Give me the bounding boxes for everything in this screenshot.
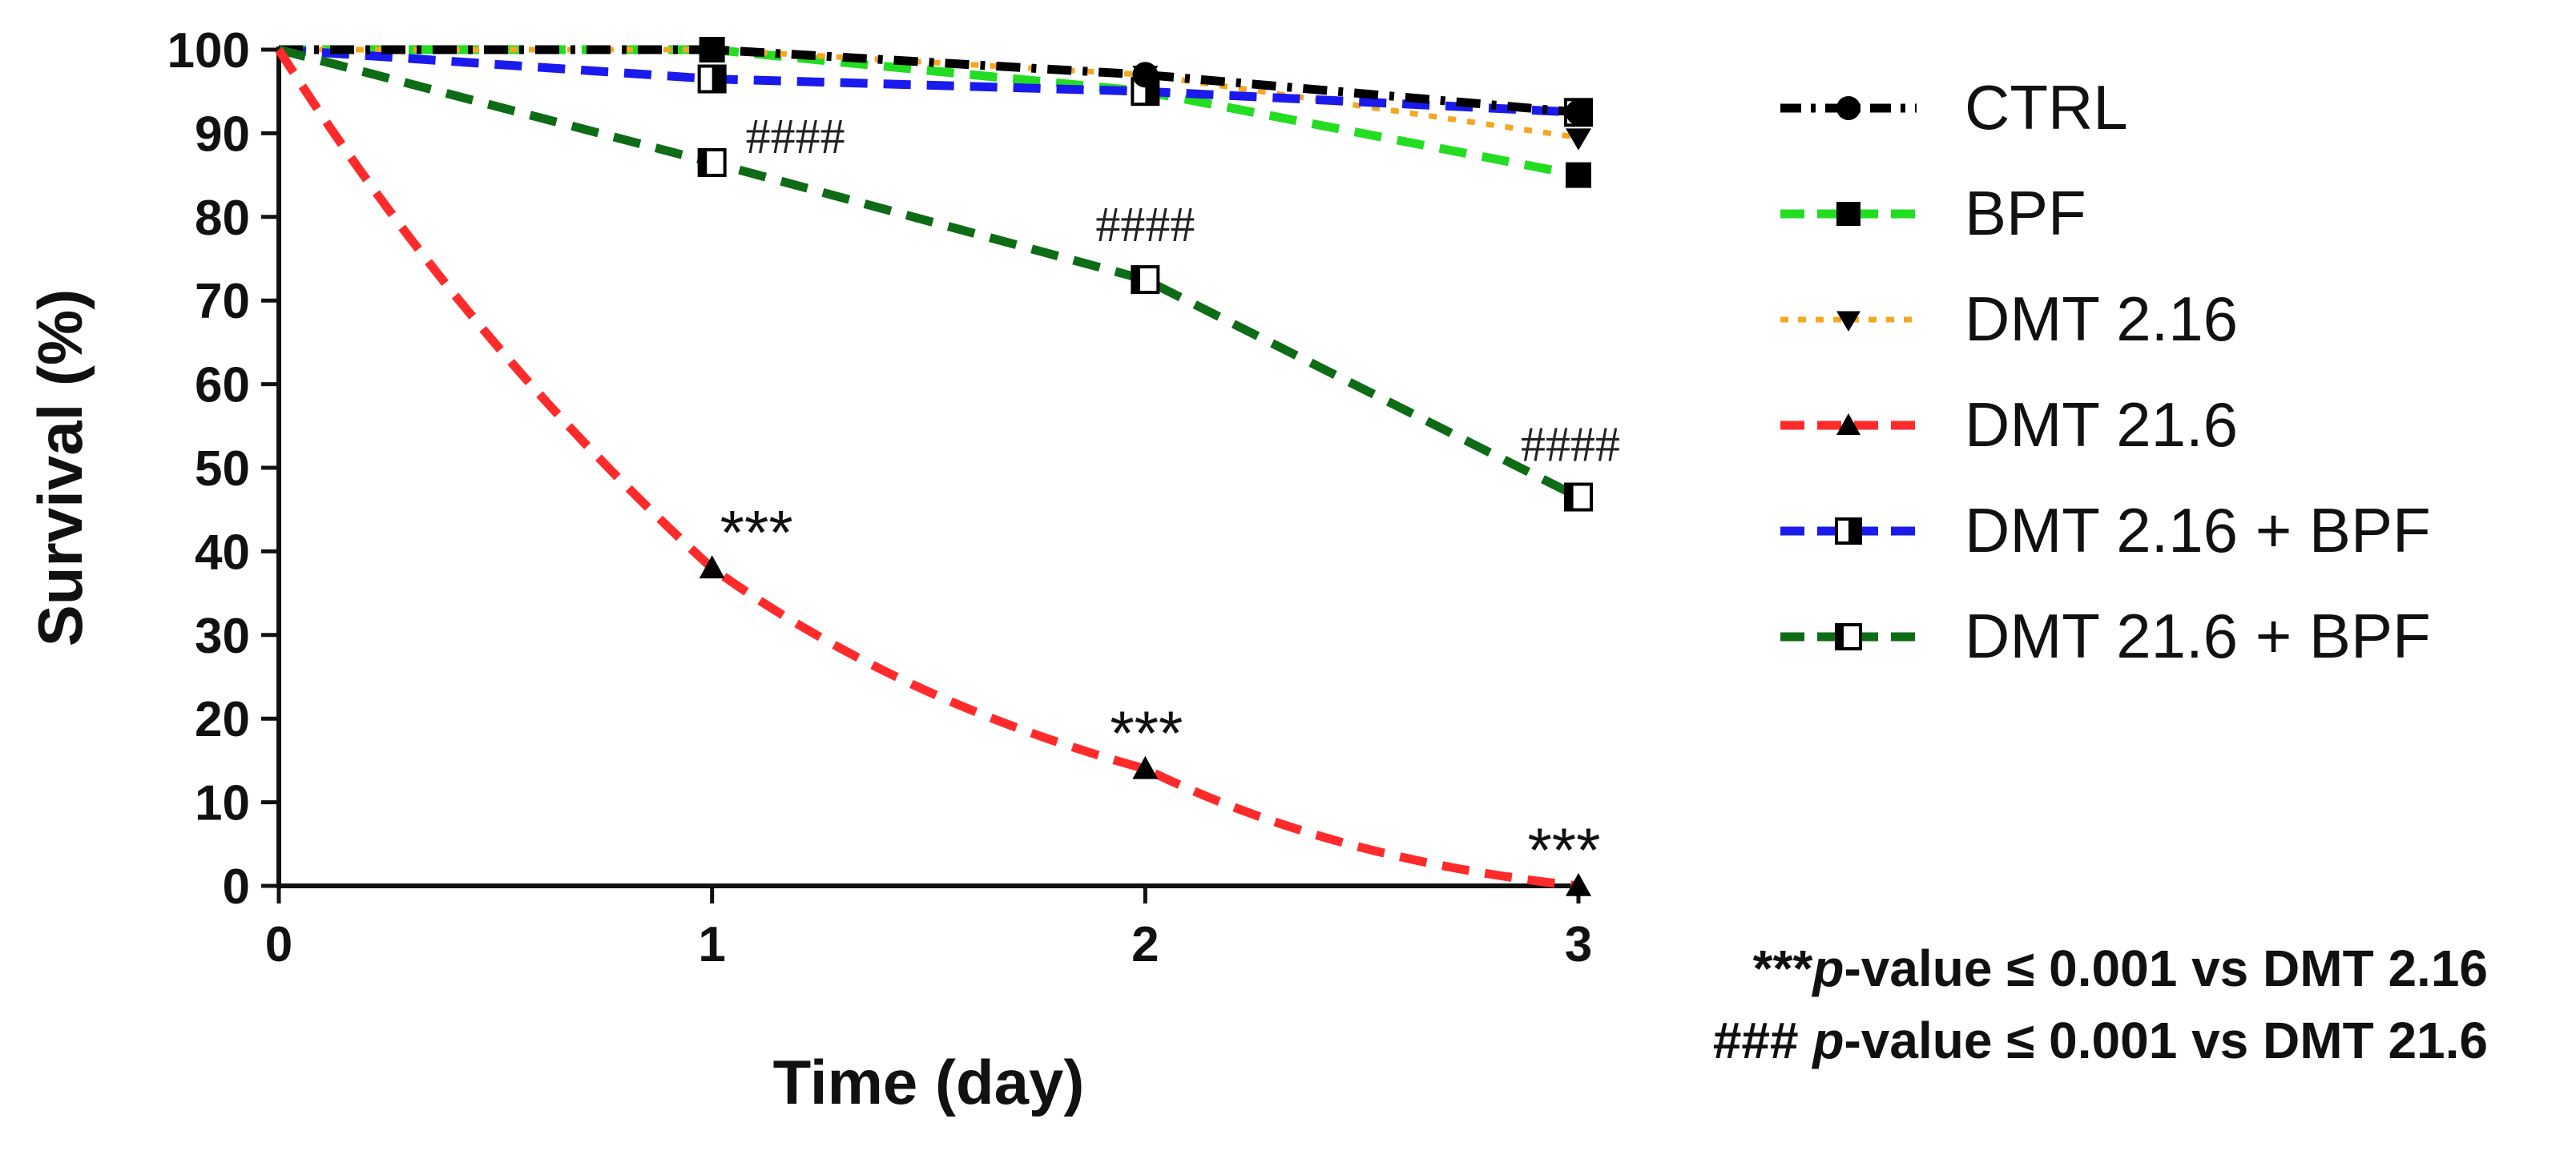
significance-stars: ***: [1527, 815, 1600, 885]
y-tick-label: 30: [195, 609, 250, 664]
point-ctrl-day3-shape: [1566, 99, 1591, 126]
axes: 0 10 20 30 40 50 60 70 80 90 100 0 1 2 3 Time (day) Surv…: [25, 23, 1592, 1117]
legend: CTRL BPF DMT 2.16 DMT 21.6 DMT 2.16 + BPF DMT…: [1780, 72, 2431, 671]
legend-marker-ctrl-shape: [1836, 96, 1860, 120]
point-dmt-21-6-bpf-day1: [697, 147, 727, 177]
legend-marker-dmt-2-16-bpf-half: [1848, 519, 1860, 543]
legend-item-dmt-21-6: DMT 21.6: [1780, 389, 2238, 460]
y-tick-label: 40: [195, 525, 250, 580]
point-dmt-21-6-day1: [699, 555, 725, 579]
x-tick-label: 0: [265, 917, 292, 972]
y-tick-label: 70: [195, 274, 250, 329]
point-bpf-day3: [1566, 162, 1591, 188]
series-ctrl: [279, 37, 1591, 126]
legend-item-dmt-2-16-bpf: DMT 2.16 + BPF: [1780, 495, 2431, 565]
point-dmt-21-6-bpf-day2-half: [1132, 267, 1140, 293]
point-ctrl-day2: [1132, 62, 1159, 88]
legend-item-bpf: BPF: [1780, 178, 2086, 248]
series-dmt-21-6-bpf: [277, 45, 1593, 512]
legend-marker-dmt-21-6-shape: [1836, 413, 1860, 435]
y-tick-label: 100: [167, 23, 250, 78]
significance-hashes: ####: [746, 110, 845, 164]
point-dmt-21-6-day2-shape: [1132, 755, 1159, 779]
footnote-significance-ctrl: ***p-value ≤ 0.001 vs DMT 2.16: [1753, 939, 2488, 998]
point-ctrl-day1: [699, 37, 725, 62]
point-dmt-2-16-bpf-day1-half: [712, 66, 725, 92]
footnote-1-text: -value ≤ 0.001 vs DMT 2.16: [1844, 940, 2488, 997]
point-dmt-2-16-day3: [1566, 128, 1591, 151]
series-line-dmt-21-6: [275, 47, 1579, 891]
y-tick-label: 0: [223, 859, 250, 915]
series-dmt-21-6: [275, 47, 1591, 896]
legend-marker-dmt-21-6-bpf-half: [1836, 625, 1844, 649]
legend-marker-dmt-21-6: [1836, 413, 1860, 435]
footnote-significance-dmt: ### p-value ≤ 0.001 vs DMT 21.6: [1713, 1011, 2488, 1070]
legend-marker-dmt-21-6-bpf: [1835, 623, 1862, 650]
x-tick-label: 3: [1565, 917, 1592, 972]
footnote-1-p: p: [1812, 940, 1844, 997]
legend-marker-ctrl: [1836, 96, 1860, 120]
annotation-layer: *** *** *** #### #### ####: [720, 110, 1620, 885]
significance-hashes: ####: [1521, 418, 1620, 473]
legend-item-ctrl: CTRL: [1780, 72, 2128, 143]
series-line-bpf: [279, 45, 1580, 180]
footnote-2-text: -value ≤ 0.001 vs DMT 21.6: [1844, 1012, 2488, 1069]
point-ctrl-day1-shape: [699, 37, 725, 62]
y-tick-label: 80: [195, 191, 250, 246]
x-tick-label: 2: [1131, 917, 1159, 972]
point-dmt-21-6-day3-shape: [1566, 873, 1591, 896]
legend-label-dmt-21-6-bpf: DMT 21.6 + BPF: [1965, 601, 2431, 671]
y-axis-title: Survival (%): [25, 289, 95, 646]
y-tick-label: 10: [195, 776, 250, 831]
footnote-1-prefix: ***: [1752, 940, 1813, 997]
point-ctrl-day3: [1566, 99, 1591, 126]
legend-marker-dmt-2-16-bpf: [1835, 517, 1862, 545]
point-dmt-21-6-day2: [1132, 755, 1159, 779]
series-line-dmt-21-6-bpf: [277, 45, 1581, 501]
footnote-2-p: p: [1812, 1012, 1844, 1069]
legend-marker-bpf-shape: [1836, 202, 1860, 226]
point-dmt-21-6-day1-shape: [699, 555, 725, 579]
footnote-2-prefix: ###: [1712, 1012, 1813, 1069]
legend-label-ctrl: CTRL: [1965, 72, 2128, 143]
series-line-dmt-2-16-bpf: [278, 45, 1579, 117]
x-axis-title: Time (day): [773, 1047, 1085, 1117]
point-dmt-21-6-bpf-day2: [1131, 265, 1160, 295]
legend-marker-dmt-2-16: [1836, 311, 1860, 332]
legend-label-bpf: BPF: [1965, 178, 2086, 248]
point-dmt-2-16-bpf-day1: [697, 64, 727, 94]
point-dmt-21-6-day3: [1566, 873, 1591, 896]
y-tick-label: 50: [195, 441, 250, 497]
series-line-ctrl: [279, 45, 1579, 117]
legend-marker-bpf: [1836, 202, 1860, 226]
y-tick-label: 90: [195, 107, 250, 162]
point-bpf-day3-shape: [1566, 162, 1591, 188]
x-tick-label: 1: [698, 917, 725, 972]
significance-hashes: ####: [1095, 198, 1195, 252]
legend-marker-dmt-2-16-shape: [1836, 311, 1860, 332]
legend-label-dmt-2-16: DMT 2.16: [1965, 284, 2238, 354]
significance-stars: ***: [720, 497, 793, 567]
significance-stars: ***: [1110, 698, 1183, 768]
series-dmt-2-16: [279, 40, 1591, 151]
y-tick-label: 60: [195, 358, 250, 413]
y-tick-label: 20: [195, 692, 250, 747]
legend-label-dmt-21-6: DMT 21.6: [1965, 389, 2238, 460]
legend-label-dmt-2-16-bpf: DMT 2.16 + BPF: [1965, 495, 2431, 565]
legend-item-dmt-2-16: DMT 2.16: [1780, 284, 2238, 354]
point-dmt-21-6-bpf-day1-half: [699, 149, 707, 175]
point-ctrl-day2-shape: [1132, 62, 1159, 88]
series-layer: [275, 37, 1593, 896]
point-dmt-21-6-bpf-day3: [1564, 482, 1593, 512]
point-dmt-21-6-bpf-day3-half: [1566, 484, 1574, 510]
legend-item-dmt-21-6-bpf: DMT 21.6 + BPF: [1780, 601, 2431, 671]
point-dmt-2-16-day3-shape: [1566, 128, 1591, 151]
